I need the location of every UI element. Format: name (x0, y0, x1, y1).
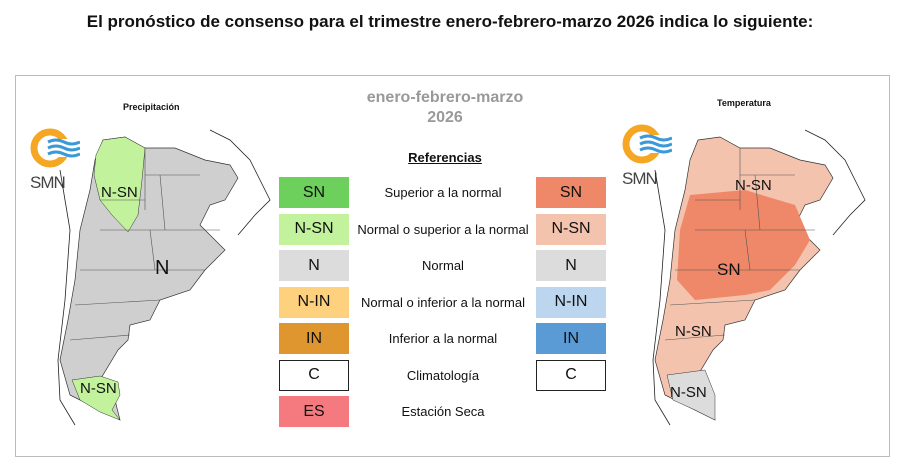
province-borders (69, 148, 220, 341)
precip-legend-swatch: SN (279, 177, 349, 208)
argentina-shape (59, 136, 239, 421)
references-title: Referencias (408, 150, 482, 165)
map-label: N-SN (101, 184, 138, 201)
period-months: enero-febrero-marzo (366, 89, 524, 106)
province-borders (664, 148, 815, 341)
period-title: enero-febrero-marzo 2026 (330, 88, 560, 128)
legend-description: Climatología (406, 367, 480, 383)
legend-description: Normal o superior a la normal (357, 221, 529, 237)
legend-description: Superior a la normal (384, 185, 502, 200)
legend-description: Estación Seca (401, 404, 485, 419)
south-america-outline (57, 129, 271, 426)
smn-logo-text: SMN (30, 173, 66, 192)
smn-logo: SMN (622, 124, 673, 189)
precip-legend-swatch: ES (279, 396, 349, 427)
sn-region (677, 190, 810, 300)
page-title: El pronóstico de consenso para el trimes… (86, 12, 814, 31)
nsn-region-south (71, 375, 121, 421)
precip-legend-swatch: N (279, 250, 349, 281)
map-label: N-SN (670, 384, 707, 401)
temp-legend-swatch: N (536, 250, 606, 281)
temp-legend-swatch: C (536, 359, 606, 391)
precip-legend-swatch: N-SN (279, 213, 349, 245)
period-year: 2026 (427, 109, 463, 126)
legend-description: Normal (422, 258, 464, 273)
nsn-region-north (93, 136, 146, 233)
map-label: SN (717, 260, 741, 279)
map-label: N-SN (675, 323, 712, 340)
temp-legend-swatch: N-IN (536, 286, 606, 318)
map-label: N-SN (735, 177, 772, 194)
legend-description: Inferior a la normal (388, 331, 498, 346)
precip-legend-swatch: N-IN (279, 286, 349, 318)
temp-legend-swatch: SN (536, 177, 606, 208)
smn-logo-icon (622, 124, 673, 164)
temperature-map-title: Temperatura (717, 98, 771, 108)
map-label: N-SN (80, 380, 117, 397)
south-america-outline (652, 129, 866, 426)
smn-logo-text: SMN (622, 169, 658, 188)
temp-legend-swatch: N-SN (536, 213, 606, 245)
precip-legend-swatch: IN (279, 323, 349, 354)
n-region-south (666, 369, 716, 421)
precipitation-map-title: Precipitación (123, 102, 180, 112)
legend-description: Normal o inferior a la normal (360, 294, 525, 310)
temp-legend-swatch: IN (536, 323, 606, 354)
smn-logo-icon (30, 128, 81, 168)
forecast-panel (15, 75, 890, 457)
map-label: N (155, 257, 169, 279)
smn-logo: SMN (30, 128, 81, 193)
precip-legend-swatch: C (279, 359, 349, 391)
